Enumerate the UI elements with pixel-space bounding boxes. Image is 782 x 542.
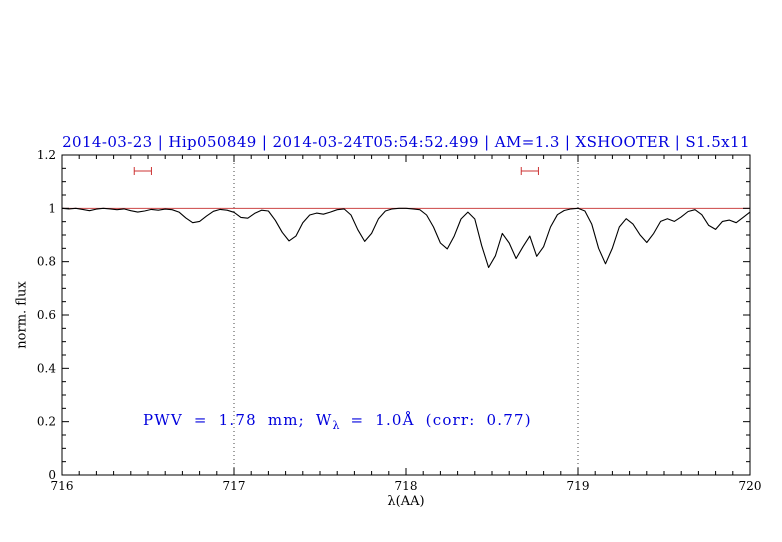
y-tick-label: 0: [48, 468, 56, 482]
plot-title: 2014-03-23 | Hip050849 | 2014-03-24T05:5…: [62, 133, 750, 151]
x-tick-label: 720: [739, 479, 762, 493]
y-tick-label: 0.2: [37, 415, 56, 429]
x-tick-label: 717: [223, 479, 246, 493]
y-tick-label: 0.4: [37, 361, 56, 375]
x-tick-label: 716: [51, 479, 74, 493]
annotation-lambda-subscript: λ: [332, 419, 340, 432]
y-tick-label: 1: [48, 201, 56, 215]
y-axis-label: norm. flux: [14, 281, 30, 349]
y-tick-label: 0.8: [37, 255, 56, 269]
y-tick-label: 0.6: [37, 308, 56, 322]
annotation-text-lead: PWV = 1.78 mm; W: [143, 411, 333, 429]
pwv-annotation: PWV = 1.78 mm; Wλ = 1.0Å (corr: 0.77): [143, 411, 532, 432]
x-axis-label: λ(AA): [387, 494, 425, 509]
spectrum-line: [61, 207, 751, 269]
x-tick-label: 719: [567, 479, 590, 493]
annotation-text-tail: = 1.0Å (corr: 0.77): [339, 411, 532, 429]
x-tick-label: 718: [395, 479, 418, 493]
y-tick-label: 1.2: [37, 148, 56, 162]
